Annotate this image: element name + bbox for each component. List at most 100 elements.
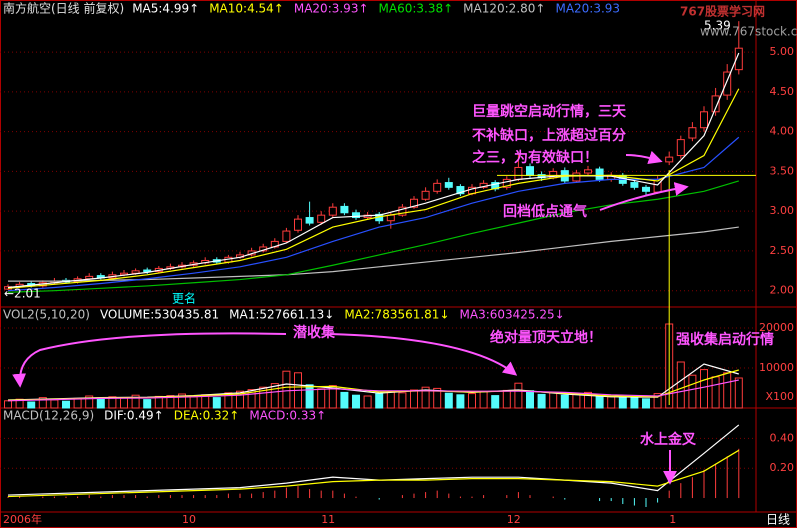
- volume-bar: [584, 391, 592, 409]
- candle-body: [572, 172, 581, 182]
- candle-body: [421, 190, 430, 200]
- volume-bar: [572, 393, 581, 409]
- annotation: 回档低点通气: [503, 203, 587, 220]
- ma-line: [8, 226, 739, 282]
- candle-body: [711, 95, 720, 113]
- indicator-label: MA20:3.93↑: [294, 2, 369, 16]
- annotation: 潜收集: [293, 324, 336, 341]
- volume-bar: [375, 393, 384, 409]
- volume-bar: [317, 388, 326, 409]
- arrow: [12, 332, 287, 388]
- y-tick-label: 4.50: [770, 85, 795, 98]
- candle-body: [526, 166, 534, 176]
- volume-bar: [131, 394, 140, 409]
- volume-bar: [85, 395, 94, 409]
- annotation: 强收集启动行情: [676, 331, 774, 348]
- volume-bar: [421, 386, 430, 409]
- unit-label: X100: [765, 390, 794, 403]
- y-tick-label: 2.00: [770, 284, 795, 297]
- volume-bar: [108, 396, 117, 409]
- indicator-label: DEA:0.32↑: [174, 409, 240, 423]
- annotation: 之三，为有效缺口！: [472, 149, 598, 166]
- annotation: 绝对量顶天立地！: [490, 329, 602, 346]
- volume-bar: [224, 392, 233, 409]
- arrow: [599, 182, 689, 211]
- indicator-label: DIF:0.49↑: [104, 409, 164, 423]
- volume-bar: [62, 400, 70, 409]
- period-label: 日线: [766, 513, 790, 527]
- rename-label: 更名: [172, 291, 196, 306]
- arrow: [625, 150, 663, 165]
- volume-bar: [270, 383, 279, 409]
- volume-bar: [526, 390, 534, 409]
- annotation: 巨量跳空启动行情，三天: [472, 103, 627, 120]
- candle-body: [282, 230, 291, 242]
- indicator-label: MA5:4.99↑: [132, 2, 199, 16]
- y-tick-label: 0.20: [770, 461, 795, 474]
- volume-bar: [723, 372, 732, 409]
- volume-bar: [607, 396, 616, 409]
- volume-bar: [537, 393, 546, 409]
- volume-bar: [236, 390, 244, 409]
- volume-bar: [398, 392, 407, 409]
- volume-bar: [688, 374, 697, 409]
- indicator-label: MA1:527661.13↓: [229, 308, 334, 322]
- y-tick-label: 3.50: [770, 164, 795, 177]
- indicator-label: MACD:0.33↑: [249, 409, 326, 423]
- chart-title: 南方航空(日线 前复权): [3, 1, 124, 16]
- volume-bar: [120, 397, 128, 409]
- y-tick-label: 10000: [759, 361, 794, 374]
- watermark: 767股票学习网: [680, 4, 765, 19]
- candle-body: [131, 270, 140, 274]
- volume-bar: [50, 399, 59, 409]
- volume-bar: [630, 397, 639, 409]
- candle-body: [723, 71, 732, 96]
- volume-bar: [328, 385, 337, 409]
- volume-bar: [247, 389, 256, 409]
- indicator-label: MA60:3.38↑: [379, 2, 454, 16]
- volume-bar: [514, 382, 523, 409]
- x-tick-label: 2006年: [3, 512, 42, 526]
- volume-bar: [96, 398, 105, 409]
- x-tick-label: 10: [182, 513, 196, 526]
- candle-body: [305, 217, 314, 224]
- watermark: www.767stock.com: [700, 25, 797, 39]
- candle-body: [317, 214, 326, 223]
- volume-bar: [444, 392, 453, 409]
- arrow: [329, 333, 518, 376]
- candle-body: [734, 47, 743, 71]
- volume-bar: [618, 397, 627, 409]
- volume-bar: [363, 395, 372, 409]
- x-tick-label: 12: [507, 513, 521, 526]
- candle-body: [294, 218, 302, 231]
- candle-body: [398, 206, 407, 216]
- candle-body: [340, 205, 349, 214]
- indicator-label: VOL2(5,10,20): [3, 308, 90, 322]
- y-tick-label: 20000: [759, 321, 794, 334]
- candle-body: [502, 178, 511, 188]
- volume-bar: [653, 393, 662, 409]
- volume-bar: [700, 369, 708, 409]
- volume-bar: [642, 398, 650, 409]
- candle-body: [456, 186, 465, 195]
- y-tick-label: 0.40: [770, 431, 795, 444]
- indicator-label: MACD(12,26,9): [3, 409, 94, 423]
- y-tick-label: 3.00: [770, 204, 795, 217]
- candle-body: [676, 139, 685, 157]
- indicator-label: MA3:603425.25↓: [460, 308, 565, 322]
- indicator-label: MA2:783561.81↓: [344, 308, 449, 322]
- candle-body: [595, 168, 604, 180]
- volume-bar: [340, 391, 349, 409]
- volume-ma-line: [7, 379, 739, 402]
- candle-body: [352, 212, 360, 219]
- candle-body: [410, 198, 418, 208]
- volume-bar: [734, 377, 743, 409]
- volume-bar: [305, 384, 314, 409]
- arrows: [12, 150, 689, 485]
- volume-bar: [212, 397, 221, 409]
- ma-line: [7, 88, 740, 289]
- dea-line: [7, 449, 740, 498]
- volume-bar: [4, 400, 12, 409]
